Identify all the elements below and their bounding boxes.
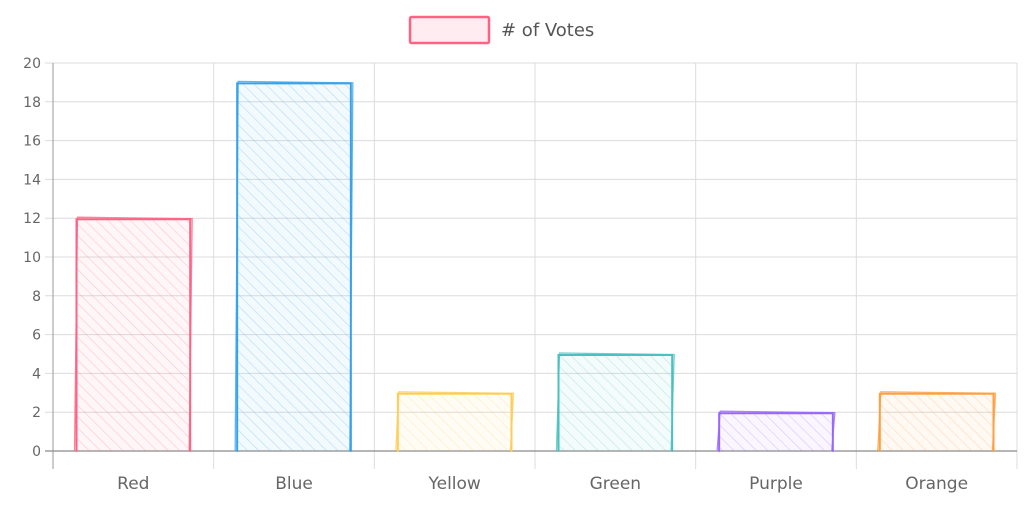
bar-outline-sketch bbox=[395, 391, 515, 451]
x-tick-label: Red bbox=[117, 474, 149, 494]
bar-fill[interactable] bbox=[238, 84, 350, 452]
bars bbox=[73, 80, 997, 452]
y-tick-label: 16 bbox=[23, 134, 41, 150]
x-tick-labels: Red Blue Yellow Green Purple Orange bbox=[117, 474, 968, 494]
bar-blue[interactable] bbox=[234, 80, 354, 452]
bar-outline-sketch bbox=[716, 410, 836, 451]
bar-outline-sketch bbox=[877, 391, 997, 451]
y-tick-label: 14 bbox=[23, 172, 41, 188]
bar-outline-sketch bbox=[234, 80, 354, 451]
y-tick-labels: 0 2 4 6 8 10 12 14 16 18 20 bbox=[23, 56, 41, 460]
x-tick-label: Yellow bbox=[427, 474, 480, 494]
y-tick-label: 20 bbox=[23, 56, 41, 72]
y-tick-label: 12 bbox=[23, 211, 41, 227]
y-tick-label: 6 bbox=[32, 328, 41, 344]
grid bbox=[45, 62, 1018, 469]
x-tick-label: Blue bbox=[275, 474, 313, 494]
y-tick-label: 8 bbox=[32, 289, 41, 305]
bar-fill[interactable] bbox=[880, 394, 993, 451]
bar-outline-sketch bbox=[555, 352, 675, 451]
bar-fill[interactable] bbox=[77, 220, 190, 451]
legend-label[interactable]: # of Votes bbox=[501, 20, 594, 41]
bar-green[interactable] bbox=[555, 352, 675, 452]
bar-purple[interactable] bbox=[716, 410, 836, 452]
y-tick-label: 0 bbox=[32, 444, 41, 460]
legend-swatch[interactable] bbox=[408, 15, 491, 45]
bar-orange[interactable] bbox=[877, 391, 997, 452]
bar-fill[interactable] bbox=[720, 414, 832, 451]
bar-yellow[interactable] bbox=[395, 391, 515, 452]
y-tick-label: 18 bbox=[23, 95, 41, 111]
y-tick-label: 4 bbox=[32, 366, 41, 382]
bar-outline-sketch bbox=[73, 216, 193, 451]
bar-red[interactable] bbox=[73, 216, 193, 452]
bar-fill[interactable] bbox=[398, 394, 511, 451]
x-tick-label: Purple bbox=[749, 474, 803, 494]
legend[interactable]: # of Votes bbox=[408, 15, 594, 45]
x-tick-label: Green bbox=[590, 474, 641, 494]
x-tick-label: Orange bbox=[905, 474, 968, 494]
bar-fill[interactable] bbox=[559, 356, 672, 451]
y-tick-label: 10 bbox=[23, 250, 41, 266]
y-tick-label: 2 bbox=[32, 405, 41, 421]
